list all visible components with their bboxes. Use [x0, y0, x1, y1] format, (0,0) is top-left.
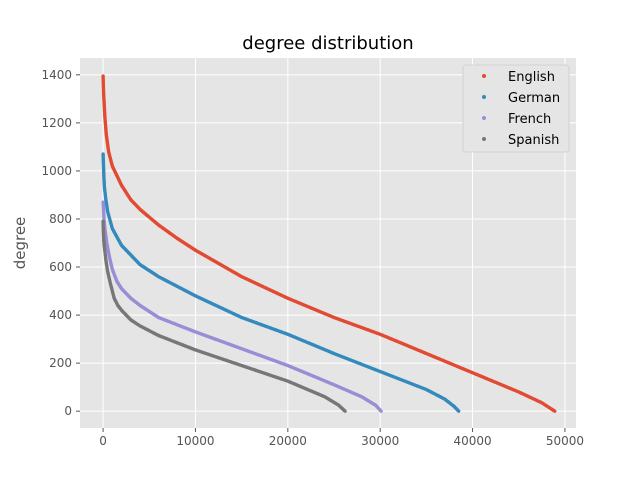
x-tick-label: 0: [99, 434, 107, 448]
legend-label: French: [508, 112, 551, 127]
series-layer: [101, 74, 557, 413]
legend-label: German: [508, 91, 560, 106]
y-axis: 0 200 400 600 800 1000 1200 1400: [41, 68, 80, 418]
data-point: [343, 409, 347, 413]
x-tick-label: 50000: [546, 434, 584, 448]
y-tick-label: 600: [49, 260, 72, 274]
x-tick-label: 30000: [361, 434, 399, 448]
series-spanish: [101, 219, 347, 413]
legend-marker: [482, 116, 486, 120]
y-tick-label: 1000: [41, 164, 72, 178]
y-tick-label: 800: [49, 212, 72, 226]
y-axis-label: degree: [11, 217, 29, 270]
legend-frame: [462, 64, 570, 153]
legend-marker: [482, 74, 486, 78]
x-tick-label: 10000: [176, 434, 214, 448]
legend: English German French Spanish: [462, 64, 570, 153]
y-tick-label: 1200: [41, 116, 72, 130]
series-french: [101, 200, 383, 413]
legend-marker: [482, 137, 486, 141]
legend-label: Spanish: [508, 133, 559, 148]
data-point: [553, 409, 557, 413]
x-tick-label: 40000: [453, 434, 491, 448]
data-point: [456, 409, 461, 413]
series-german: [101, 152, 461, 413]
x-axis: 0 10000 20000 30000 40000 50000: [99, 428, 584, 448]
y-tick-label: 1400: [41, 68, 72, 82]
series-english: [101, 74, 557, 413]
y-tick-label: 200: [49, 356, 72, 370]
y-tick-label: 0: [64, 404, 72, 418]
y-tick-label: 400: [49, 308, 72, 322]
x-tick-label: 20000: [269, 434, 307, 448]
chart-title: degree distribution: [242, 33, 413, 54]
legend-marker: [482, 95, 486, 99]
data-point: [379, 409, 383, 413]
legend-label: English: [508, 70, 555, 85]
